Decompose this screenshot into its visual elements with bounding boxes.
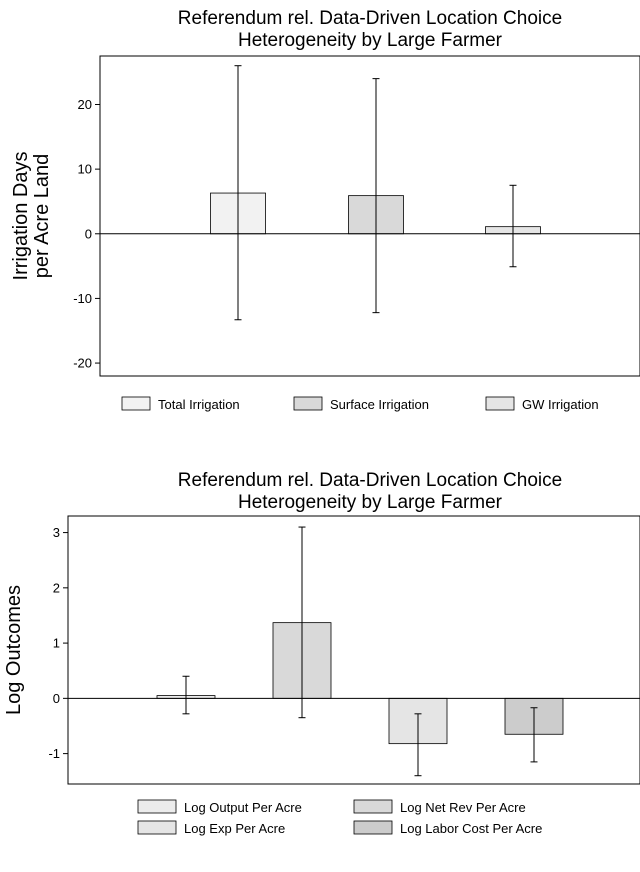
y-axis-ticks: -20 -10 0 10 20 [73, 97, 100, 371]
legend-item-total-irrigation: Total Irrigation [121, 396, 240, 412]
legend-swatch-log-net-rev [353, 799, 393, 814]
chart-title-line-2: Heterogeneity by Large Farmer [238, 492, 503, 513]
y-tick-label: 10 [78, 162, 92, 177]
y-tick-label: 0 [85, 226, 92, 241]
plot-area-frame [99, 55, 640, 377]
bars [156, 622, 564, 745]
y-axis-title: Log Outcomes [3, 585, 25, 715]
legend-item-log-net-rev: Log Net Rev Per Acre [353, 799, 526, 815]
legend-item-gw-irrigation: GW Irrigation [485, 396, 599, 412]
y-tick-label: 20 [78, 97, 92, 112]
y-tick-label: 0 [53, 691, 60, 706]
legend-item-log-output: Log Output Per Acre [137, 799, 302, 815]
y-tick-label: -20 [73, 356, 92, 371]
y-tick-label: -10 [73, 291, 92, 306]
legend-label-log-exp: Log Exp Per Acre [184, 821, 285, 836]
chart-title-line-1: Referendum rel. Data-Driven Location Cho… [178, 470, 562, 491]
y-axis-ticks: -1 0 1 2 3 [48, 525, 68, 761]
legend-label-log-output: Log Output Per Acre [184, 800, 302, 815]
y-tick-label: 1 [53, 636, 60, 651]
legend-item-log-labor-cost: Log Labor Cost Per Acre [353, 820, 542, 836]
legend-swatch-log-labor-cost [353, 820, 393, 835]
legend-label-log-net-rev: Log Net Rev Per Acre [400, 800, 526, 815]
error-bars [234, 65, 517, 321]
plot-area-frame [67, 515, 640, 785]
y-tick-label: 3 [53, 525, 60, 540]
legend-item-surface-irrigation: Surface Irrigation [293, 396, 429, 412]
legend-swatch-log-output [137, 799, 177, 814]
chart-title-line-1: Referendum rel. Data-Driven Location Cho… [178, 8, 562, 29]
legend-item-log-exp: Log Exp Per Acre [137, 820, 285, 836]
legend: Total Irrigation Surface Irrigation GW I… [121, 396, 599, 412]
y-tick-label: 2 [53, 580, 60, 595]
legend-label-gw-irrigation: GW Irrigation [522, 397, 599, 412]
legend-swatch-gw-irrigation [485, 396, 515, 411]
error-bars [182, 526, 538, 777]
legend-swatch-total-irrigation [121, 396, 151, 411]
legend-swatch-surface-irrigation [293, 396, 323, 411]
chart-title-line-2: Heterogeneity by Large Farmer [238, 30, 503, 51]
legend-label-log-labor-cost: Log Labor Cost Per Acre [400, 821, 542, 836]
y-axis-title-line-2: per Acre Land [31, 154, 53, 279]
chart-log-outcomes: Referendum rel. Data-Driven Location Cho… [3, 470, 640, 836]
chart-irrigation: Referendum rel. Data-Driven Location Cho… [10, 8, 640, 412]
y-axis-title-line-1: Irrigation Days [10, 152, 32, 281]
legend-swatch-log-exp [137, 820, 177, 835]
y-tick-label: -1 [48, 746, 60, 761]
legend-label-total-irrigation: Total Irrigation [158, 397, 240, 412]
legend-label-surface-irrigation: Surface Irrigation [330, 397, 429, 412]
legend: Log Output Per Acre Log Net Rev Per Acre… [137, 799, 542, 836]
